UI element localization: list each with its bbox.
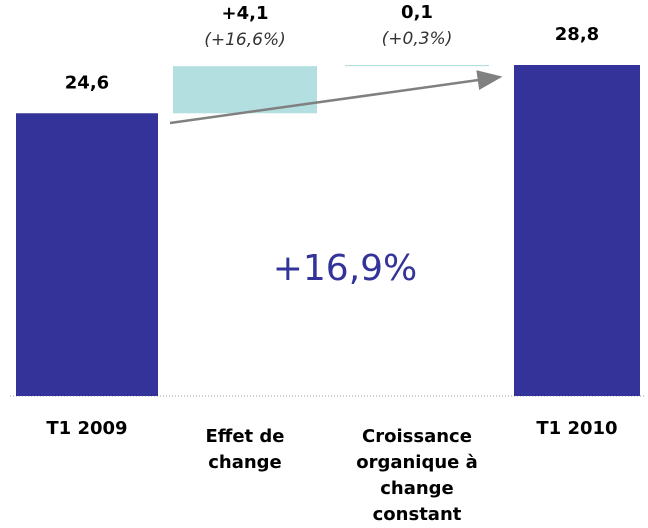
category-label: T1 2010 [536,418,618,439]
category-label: T1 2009 [46,418,128,439]
value-label: 24,6 [65,72,109,93]
category-label: Effet de change [205,426,285,473]
value-label: 28,8 [555,24,599,45]
category-label: Croissance organique à change constant [356,426,478,525]
percent-label: (+16,6%) [204,30,286,50]
annotation: +16,9% [273,248,418,289]
bar [514,65,640,396]
arrow [169,70,503,125]
bar [345,65,489,67]
value-label: +4,1 [222,3,269,24]
bar [16,113,158,396]
percent-label: (+0,3%) [382,29,453,49]
value-label: 0,1 [401,2,433,23]
